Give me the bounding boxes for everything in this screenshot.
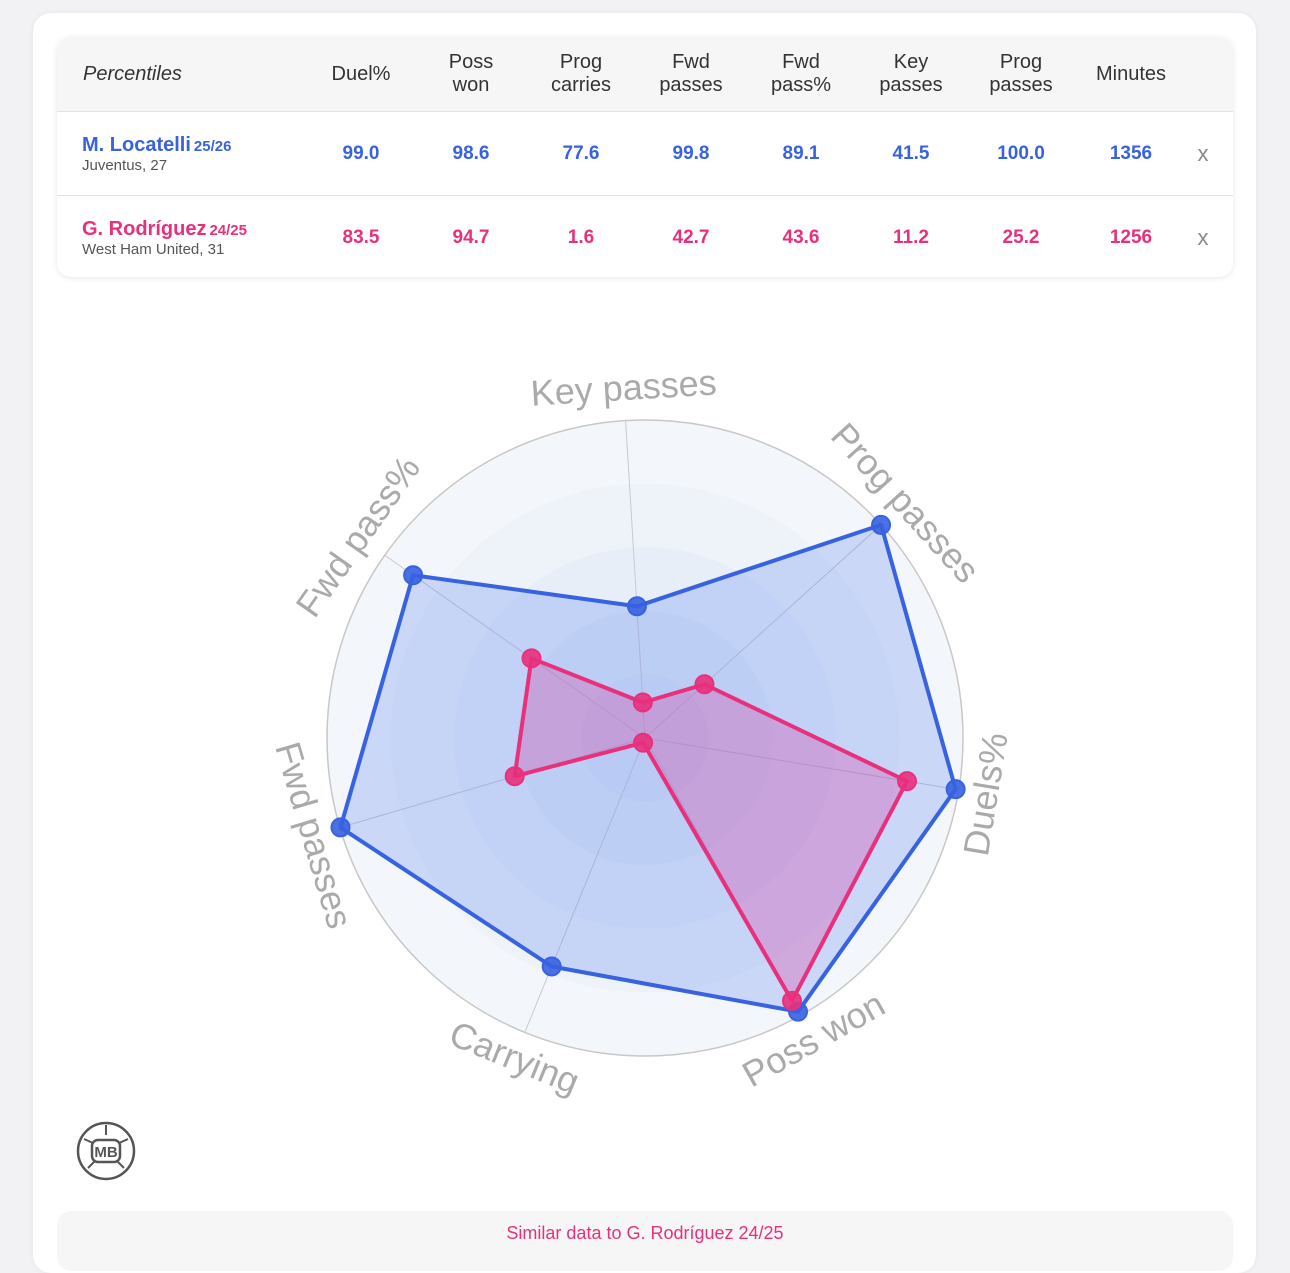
radar-spoke: [625, 420, 646, 739]
similar-data-panel: Similar data to G. Rodríguez 24/25: [57, 1211, 1233, 1271]
player-name[interactable]: G. Rodríguez 24/25: [82, 218, 247, 240]
value-fwd-passes: 99.8: [672, 142, 710, 164]
value-key-passes: 11.2: [893, 226, 929, 248]
remove-player-button[interactable]: x: [1197, 140, 1209, 166]
value-fwd-pass-pct: 89.1: [782, 142, 820, 164]
data-point-rodriguez: [781, 990, 802, 1011]
data-point-rodriguez: [632, 692, 653, 713]
axis-label: Duels%: [955, 730, 1016, 859]
header-prog-passes[interactable]: Prog passes: [989, 51, 1053, 96]
player-club: West Ham United, 31: [82, 241, 225, 258]
data-point-rodriguez: [896, 771, 917, 792]
value-prog-carries: 1.6: [567, 226, 595, 248]
radar-spoke: [524, 737, 646, 1033]
svg-text:MB: MB: [94, 1144, 117, 1161]
header-duel-pct[interactable]: Duel%: [331, 62, 391, 85]
data-point-rodriguez: [633, 732, 654, 753]
percentiles-table: Percentiles Duel% Poss won Prog carries …: [57, 37, 1233, 277]
value-fwd-passes: 42.7: [672, 226, 710, 248]
value-fwd-pass-pct: 43.6: [782, 226, 820, 248]
remove-player-button[interactable]: x: [1197, 224, 1209, 250]
header-percentiles: Percentiles: [83, 62, 182, 85]
series-area-rodriguez: [512, 656, 909, 1003]
series-area-locatelli: [338, 522, 958, 1014]
value-poss-won: 98.6: [452, 142, 490, 164]
header-prog-carries[interactable]: Prog carries: [550, 51, 611, 96]
data-point-locatelli: [541, 956, 562, 977]
data-point-rodriguez: [504, 766, 525, 787]
value-minutes: 1256: [1109, 226, 1153, 248]
similar-data-link[interactable]: Similar data to G. Rodríguez 24/25: [506, 1223, 784, 1243]
data-point-locatelli: [626, 596, 647, 617]
value-poss-won: 94.7: [452, 226, 490, 248]
value-prog-carries: 77.6: [562, 142, 600, 164]
radar-spoke: [384, 554, 646, 739]
value-duel-pct: 83.5: [342, 226, 380, 248]
header-fwd-pass-pct[interactable]: Fwd pass%: [770, 51, 832, 96]
data-point-locatelli: [403, 565, 424, 586]
value-minutes: 1356: [1109, 142, 1153, 164]
data-point-rodriguez: [694, 674, 715, 695]
table-header: Percentiles Duel% Poss won Prog carries …: [57, 37, 1233, 112]
value-key-passes: 41.5: [892, 142, 930, 164]
table-row: M. Locatelli 25/26 Juventus, 27 99.0 98.6…: [57, 112, 1233, 196]
data-point-rodriguez: [521, 648, 542, 669]
axis-label: Key passes: [529, 361, 717, 413]
table-row: G. Rodríguez 24/25 West Ham United, 31 83…: [57, 196, 1233, 277]
player-club: Juventus, 27: [82, 157, 168, 174]
value-duel-pct: 99.0: [342, 142, 380, 164]
data-point-locatelli: [871, 514, 892, 535]
header-key-passes[interactable]: Key passes: [879, 51, 943, 96]
value-prog-passes: 100.0: [997, 142, 1045, 164]
mb-logo: MB: [76, 1121, 136, 1181]
header-poss-won[interactable]: Poss won: [448, 51, 494, 96]
data-point-locatelli: [330, 817, 351, 838]
radar-spoke: [644, 524, 882, 739]
value-prog-passes: 25.2: [1002, 226, 1040, 248]
data-point-locatelli: [945, 779, 966, 800]
radar-spoke: [339, 737, 646, 829]
player-name[interactable]: M. Locatelli 25/26: [82, 134, 232, 156]
header-minutes[interactable]: Minutes: [1095, 62, 1167, 85]
header-fwd-passes[interactable]: Fwd passes: [659, 51, 723, 96]
